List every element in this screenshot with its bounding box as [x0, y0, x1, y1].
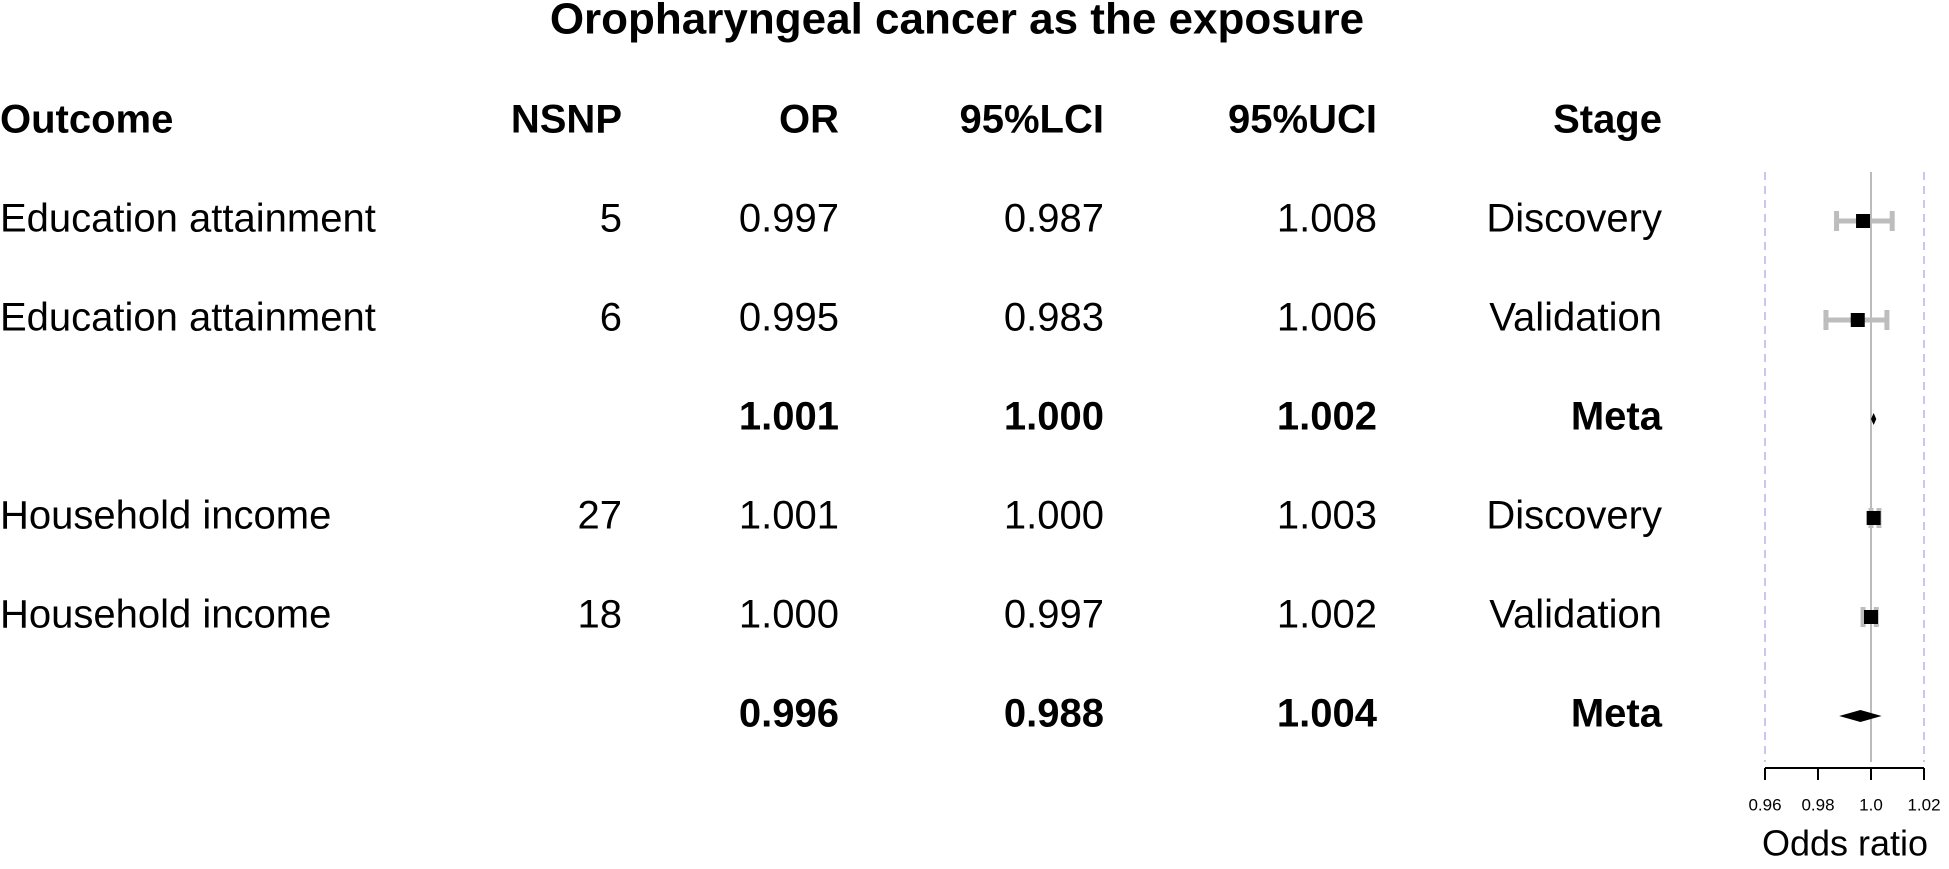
table-value: 1.008	[1277, 197, 1377, 241]
x-tick-label: 0.96	[1748, 795, 1781, 814]
nsnp-value: 18	[578, 593, 623, 637]
stage-label: Meta	[1571, 692, 1663, 736]
table-value: 0.996	[739, 692, 839, 736]
x-axis-title: Odds ratio	[1762, 823, 1928, 864]
table-value: 1.002	[1277, 395, 1377, 439]
column-header: 95%LCI	[960, 98, 1105, 142]
summary-diamond	[1871, 413, 1877, 425]
stage-label: Discovery	[1486, 197, 1662, 241]
table-value: 1.001	[739, 395, 839, 439]
column-header: 95%UCI	[1228, 98, 1377, 142]
outcome-label: Education attainment	[0, 197, 376, 241]
x-tick-label: 1.02	[1907, 795, 1940, 814]
table-value: 1.002	[1277, 593, 1377, 637]
column-header: Stage	[1553, 98, 1662, 142]
outcome-label: Household income	[0, 494, 331, 538]
column-header: OR	[779, 98, 839, 142]
table-value: 1.000	[1004, 395, 1104, 439]
table-value: 0.987	[1004, 197, 1104, 241]
table-value: 1.001	[739, 494, 839, 538]
x-tick-label: 0.98	[1801, 795, 1834, 814]
point-estimate	[1856, 214, 1871, 228]
table-value: 1.006	[1277, 296, 1377, 340]
nsnp-value: 6	[600, 296, 622, 340]
summary-diamond	[1839, 710, 1882, 722]
column-header: Outcome	[0, 98, 173, 142]
point-estimate	[1850, 313, 1865, 327]
nsnp-value: 5	[600, 197, 622, 241]
outcome-label: Education attainment	[0, 296, 376, 340]
stage-label: Discovery	[1486, 494, 1662, 538]
table-value: 0.995	[739, 296, 839, 340]
table-value: 0.997	[739, 197, 839, 241]
table-value: 1.004	[1277, 692, 1378, 736]
column-header: NSNP	[511, 98, 622, 142]
chart-title: Oropharyngeal cancer as the exposure	[550, 0, 1364, 44]
point-estimate	[1866, 511, 1881, 525]
table-value: 0.997	[1004, 593, 1104, 637]
stage-label: Validation	[1489, 296, 1662, 340]
outcome-label: Household income	[0, 593, 331, 637]
table-value: 1.003	[1277, 494, 1377, 538]
stage-label: Meta	[1571, 395, 1663, 439]
stage-label: Validation	[1489, 593, 1662, 637]
x-tick-label: 1.0	[1859, 795, 1883, 814]
table-value: 0.983	[1004, 296, 1104, 340]
table-value: 1.000	[1004, 494, 1104, 538]
table-value: 0.988	[1004, 692, 1104, 736]
point-estimate	[1864, 610, 1878, 624]
nsnp-value: 27	[578, 494, 623, 538]
table-value: 1.000	[739, 593, 839, 637]
